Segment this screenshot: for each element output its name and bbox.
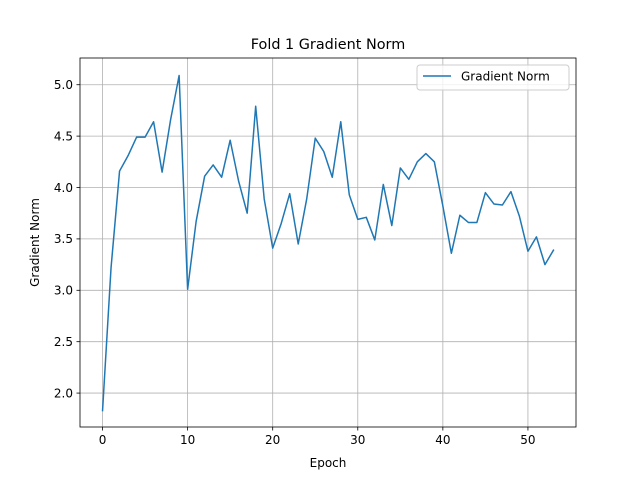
x-tick-label: 20 (265, 433, 280, 447)
y-tick-label: 4.5 (54, 129, 73, 143)
x-tick-label: 40 (435, 433, 450, 447)
y-tick-label: 2.5 (54, 335, 73, 349)
x-axis-label: Epoch (310, 456, 347, 470)
y-axis-label: Gradient Norm (28, 198, 42, 287)
chart-title: Fold 1 Gradient Norm (251, 37, 405, 53)
x-tick-label: 10 (180, 433, 195, 447)
legend-box (416, 64, 570, 91)
legend: Gradient Norm (416, 64, 570, 91)
plot-frame (79, 57, 577, 428)
x-tick-label: 0 (99, 433, 107, 447)
y-tick-label: 3.5 (54, 232, 73, 246)
y-axis: 2.0 2.5 3.0 3.5 4.0 4.5 5.0 (54, 78, 80, 400)
x-tick-label: 50 (520, 433, 535, 447)
series-line (101, 74, 555, 412)
series-layer (101, 74, 555, 412)
x-tick-label: 30 (350, 433, 365, 447)
y-tick-label: 4.0 (54, 181, 73, 195)
y-tick-label: 3.0 (54, 284, 73, 298)
x-axis: 0 10 20 30 40 50 (99, 427, 536, 447)
y-tick-label: 2.0 (54, 386, 73, 400)
grid (80, 58, 576, 427)
y-tick-label: 5.0 (54, 78, 73, 92)
legend-label: Gradient Norm (461, 70, 550, 84)
